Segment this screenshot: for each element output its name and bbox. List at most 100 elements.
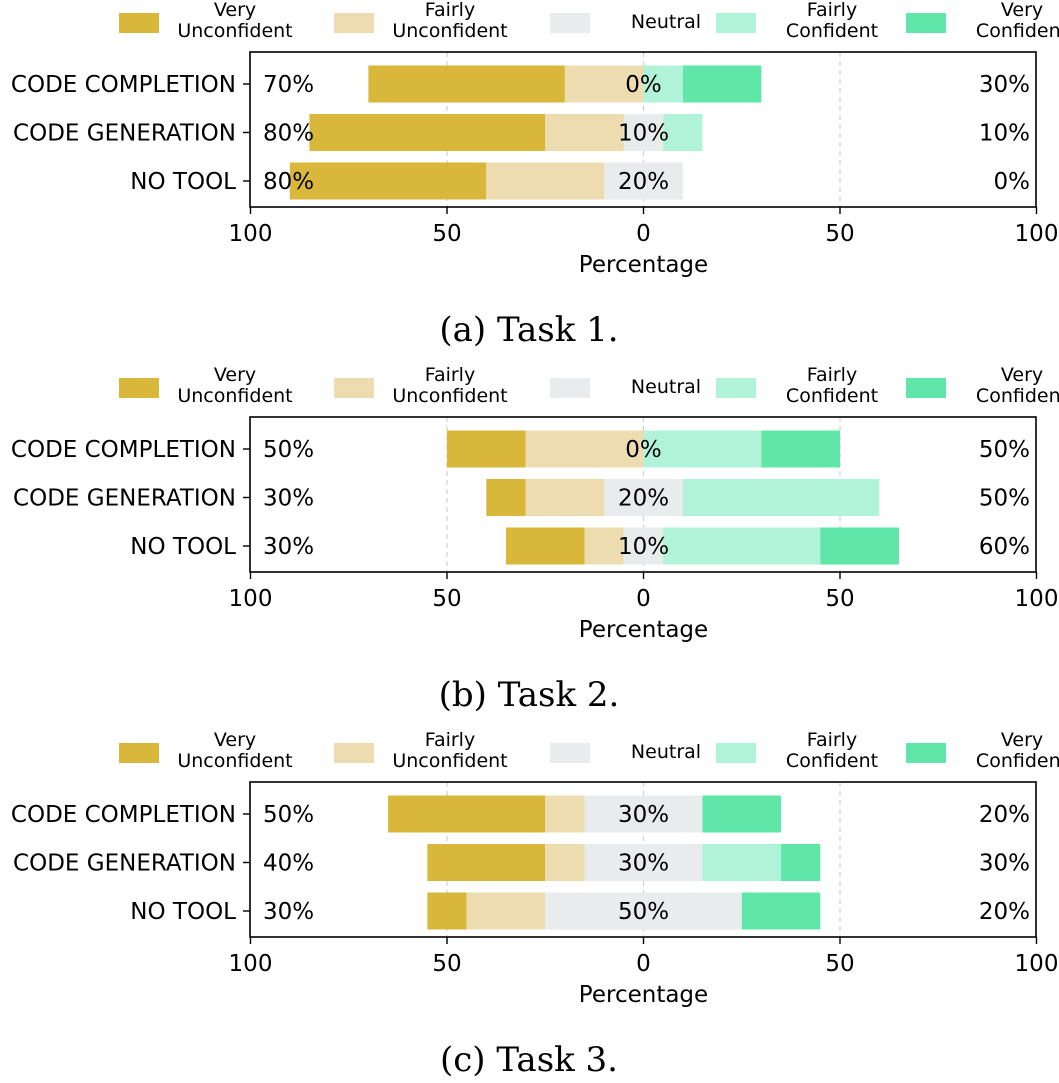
left-percent-label: 40% [263, 851, 314, 877]
right-percent-label: 60% [979, 534, 1030, 560]
y-tick-label: CODE GENERATION [13, 851, 236, 877]
figure-caption: (c) Task 3. [440, 1040, 618, 1078]
bar-segment-very-unconfident [309, 114, 546, 151]
bar-segment-very-confident [761, 430, 840, 468]
x-tick-label: 0 [636, 221, 651, 247]
bar-segment-fairly-unconfident [564, 65, 644, 103]
legend-label-line1: Fairly [425, 729, 475, 751]
bar-segment-fairly-confident [663, 527, 821, 565]
y-tick-label: CODE COMPLETION [11, 802, 236, 828]
legend-label-line1: Fairly [807, 364, 857, 386]
legend-label-line2: Confident [976, 20, 1059, 42]
left-percent-label: 50% [263, 437, 314, 463]
x-tick-label: 100 [229, 221, 273, 247]
legend-label-line2: Unconfident [392, 385, 507, 407]
center-percent-label: 50% [618, 899, 669, 925]
bar-segment-neutral [623, 527, 664, 565]
right-percent-label: 0% [994, 169, 1031, 195]
legend-label-line1: Very [1001, 364, 1043, 386]
left-percent-label: 30% [263, 899, 314, 925]
right-percent-label: 10% [979, 121, 1030, 147]
bar-segment-very-confident [702, 795, 782, 833]
bar-segment-very-unconfident [289, 162, 487, 200]
figure-caption: (a) Task 1. [439, 310, 618, 350]
x-tick-label: 100 [1015, 951, 1059, 977]
bar-segment-very-confident [820, 527, 899, 565]
y-tick-label: NO TOOL [130, 169, 236, 195]
legend-label-line1: Fairly [807, 729, 857, 751]
legend-swatch-fairly-unconfident [334, 378, 374, 398]
x-axis-label: Percentage [579, 617, 708, 643]
legend-swatch-very-unconfident [119, 743, 159, 763]
legend-label-line1: Fairly [807, 0, 857, 21]
legend-label-line2: Unconfident [392, 20, 507, 42]
bar-segment-very-unconfident [486, 479, 526, 516]
center-percent-label: 30% [618, 802, 669, 828]
x-tick-label: 0 [636, 586, 651, 612]
x-tick-label: 50 [432, 586, 461, 612]
legend-label-line1: Very [1001, 729, 1043, 751]
y-tick-label: CODE GENERATION [13, 121, 236, 147]
bar-segment-fairly-unconfident [466, 892, 546, 930]
legend-label-line2: Confident [976, 385, 1059, 407]
legend-label-line1: Very [214, 0, 256, 21]
bar-segment-very-confident [741, 892, 821, 930]
right-percent-label: 20% [979, 802, 1030, 828]
right-percent-label: 50% [979, 437, 1030, 463]
x-tick-label: 100 [1015, 586, 1059, 612]
bar-segment-fairly-unconfident [545, 795, 585, 833]
bar-segment-fairly-confident [643, 65, 683, 103]
bar-segment-fairly-unconfident [584, 527, 624, 565]
legend-label-line1: Very [214, 364, 256, 386]
x-axis-label: Percentage [579, 982, 708, 1008]
bar-segment-fairly-confident [682, 479, 880, 516]
right-percent-label: 50% [979, 486, 1030, 512]
left-percent-label: 50% [263, 802, 314, 828]
left-percent-label: 80% [263, 121, 314, 147]
bar-segment-very-unconfident [427, 844, 546, 881]
x-tick-label: 100 [1015, 221, 1059, 247]
legend-swatch-very-confident [906, 743, 946, 763]
legend-swatch-very-unconfident [119, 13, 159, 33]
legend-swatch-neutral [550, 378, 590, 398]
bar-segment-very-unconfident [388, 795, 546, 833]
legend-label-line1: Fairly [425, 364, 475, 386]
center-percent-label: 10% [618, 534, 669, 560]
bar-segment-neutral [545, 892, 742, 930]
bar-segment-neutral [584, 844, 703, 881]
bar-segment-fairly-unconfident [525, 430, 644, 468]
legend-label-line1: Fairly [425, 0, 475, 21]
legend-swatch-neutral [550, 743, 590, 763]
center-percent-label: 0% [625, 72, 662, 98]
y-tick-label: NO TOOL [130, 899, 236, 925]
y-tick-label: NO TOOL [130, 534, 236, 560]
legend-swatch-very-confident [906, 378, 946, 398]
left-percent-label: 30% [263, 534, 314, 560]
x-tick-label: 0 [636, 951, 651, 977]
bar-segment-fairly-unconfident [545, 114, 624, 151]
bar-segment-neutral [604, 479, 683, 516]
center-percent-label: 10% [618, 121, 669, 147]
bar-segment-very-unconfident [447, 430, 526, 468]
legend-swatch-neutral [550, 13, 590, 33]
bar-segment-fairly-unconfident [486, 162, 605, 200]
legend-label-line2: Confident [786, 750, 878, 772]
center-percent-label: 20% [618, 169, 669, 195]
right-percent-label: 20% [979, 899, 1030, 925]
x-tick-label: 50 [432, 951, 461, 977]
bar-segment-neutral [604, 162, 683, 200]
legend-label: Neutral [631, 11, 701, 33]
right-percent-label: 30% [979, 851, 1030, 877]
legend-label-line2: Confident [976, 750, 1059, 772]
legend-label-line2: Unconfident [177, 385, 292, 407]
y-tick-label: CODE COMPLETION [11, 72, 236, 98]
bar-segment-fairly-unconfident [525, 479, 605, 516]
legend-swatch-very-unconfident [119, 378, 159, 398]
